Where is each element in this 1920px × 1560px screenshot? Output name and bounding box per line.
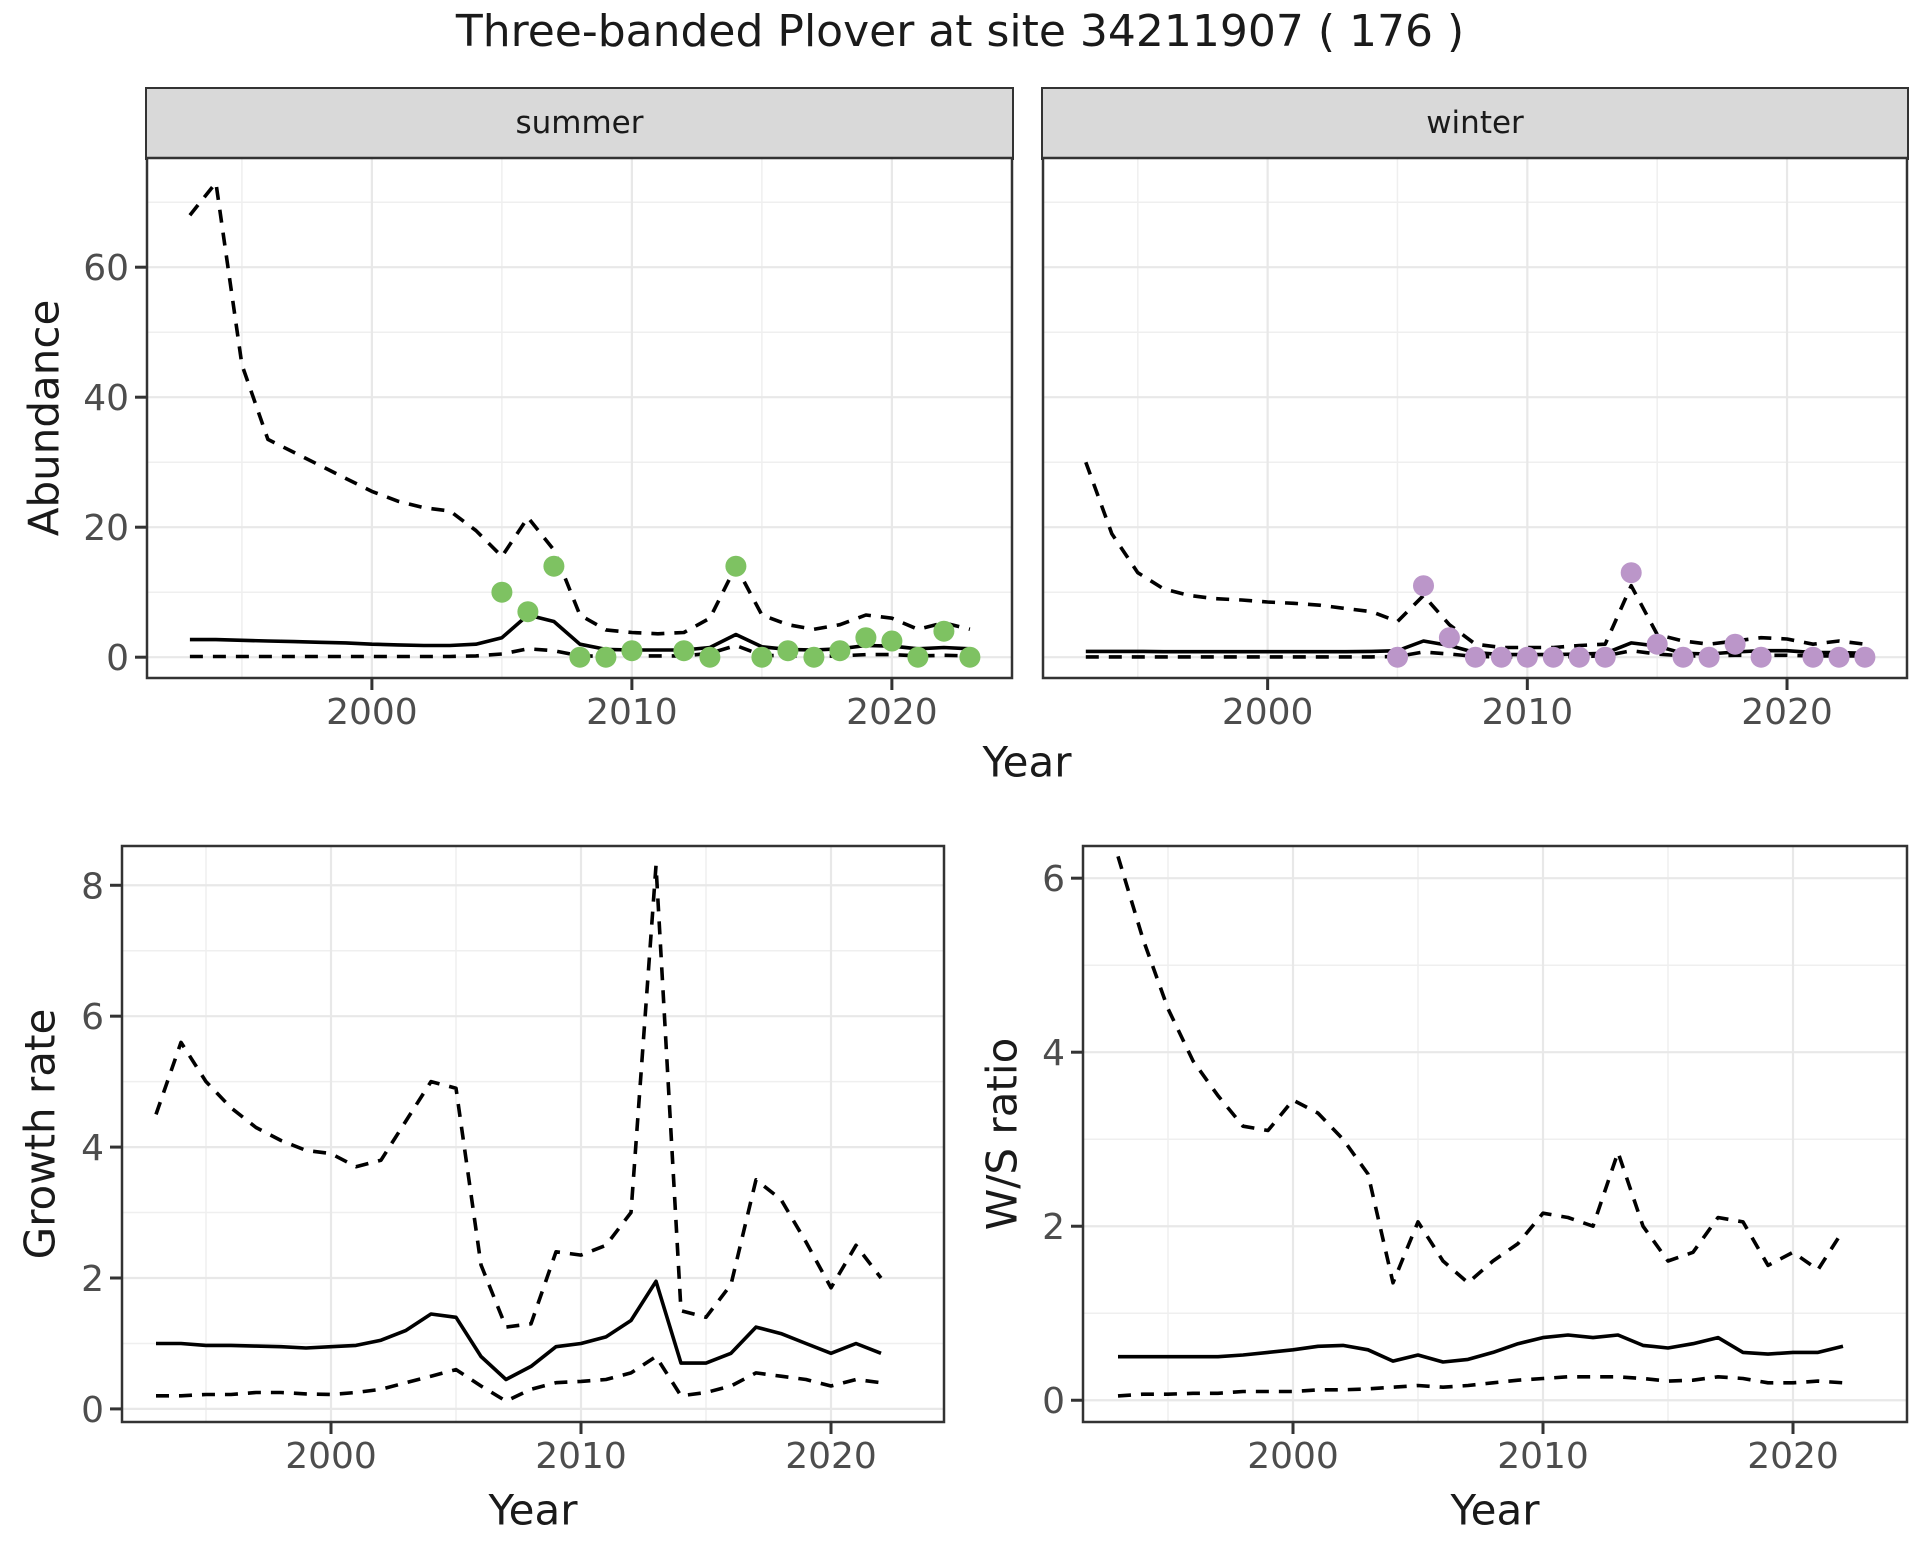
y-tick-label: 6 — [81, 997, 104, 1038]
data-point — [803, 646, 825, 668]
x-tick-label: 2000 — [1247, 1436, 1339, 1477]
lower-ci-line — [156, 1354, 882, 1403]
data-point — [1568, 646, 1590, 668]
data-point — [543, 555, 565, 577]
x-tick-label: 2010 — [1482, 692, 1574, 733]
data-point — [1594, 646, 1616, 668]
y-tick-label: 0 — [106, 638, 129, 679]
data-point — [1698, 646, 1720, 668]
abundance-axis-title: Abundance — [19, 299, 69, 537]
facet-strip-winter: winter — [1041, 87, 1909, 160]
data-point — [1828, 646, 1850, 668]
x-tick-label: 2020 — [785, 1436, 877, 1477]
data-point — [699, 646, 721, 668]
panel-background — [122, 846, 944, 1422]
data-point — [1672, 646, 1694, 668]
data-point — [1387, 646, 1408, 668]
x-tick-label: 2020 — [1741, 692, 1833, 733]
data-point — [829, 640, 851, 662]
median-line — [1118, 1333, 1844, 1364]
data-point — [881, 630, 903, 652]
panel-growth-rate: 2000 2010 2020 0 2 4 6 8 — [81, 844, 946, 1477]
y-tick-label: 8 — [81, 866, 104, 907]
x-tick-label: 2000 — [1222, 692, 1314, 733]
lower-ci-line — [1085, 648, 1865, 659]
y-tick-label: 20 — [83, 508, 129, 549]
panel-abundance-winter: 2000 2010 2020 — [1041, 156, 1909, 733]
data-point — [855, 627, 877, 649]
y-tick-label: 2 — [81, 1259, 104, 1300]
data-point — [595, 646, 617, 668]
y-tick-label: 4 — [81, 1128, 104, 1169]
panel-border — [1041, 156, 1909, 680]
panel-background — [1043, 158, 1907, 678]
data-point — [621, 640, 643, 662]
x-tick-label: 2000 — [326, 692, 418, 733]
data-point — [959, 646, 981, 668]
data-point — [933, 620, 955, 642]
facet-strip-winter-label: winter — [1426, 105, 1524, 141]
data-point — [673, 640, 695, 662]
growth-rate-axis-title: Growth rate — [15, 1008, 65, 1260]
x-tick-label: 2010 — [586, 692, 678, 733]
y-tick-label: 6 — [1042, 859, 1065, 900]
data-point — [907, 646, 929, 668]
y-tick-label: 40 — [83, 378, 129, 419]
data-point — [1516, 646, 1538, 668]
x-tick-label: 2020 — [1747, 1436, 1839, 1477]
data-point — [1750, 646, 1772, 668]
upper-ci-line — [1116, 855, 1845, 1285]
panel-background — [1083, 846, 1907, 1422]
y-tick-label: 60 — [83, 248, 129, 289]
y-tick-label: 0 — [1042, 1381, 1065, 1422]
data-point — [777, 640, 799, 662]
facet-strip-summer-label: summer — [515, 105, 644, 141]
data-point — [1542, 646, 1564, 668]
data-point — [1724, 633, 1746, 655]
x-tick-label: 2010 — [1497, 1436, 1589, 1477]
facet-strip-summer: summer — [145, 87, 1014, 160]
data-point — [751, 646, 773, 668]
panel-abundance-summer: 2000 2010 2020 0 20 40 60 — [83, 156, 1014, 733]
ws-ratio-x-axis-title: Year — [1450, 1485, 1540, 1535]
data-point — [491, 581, 513, 603]
panel-border — [1081, 844, 1909, 1424]
y-tick-label: 0 — [81, 1390, 104, 1431]
panel-background — [147, 158, 1012, 678]
growth-rate-x-axis-title: Year — [488, 1485, 578, 1535]
x-tick-label: 2000 — [285, 1436, 377, 1477]
x-tick-label: 2010 — [535, 1436, 627, 1477]
data-point — [1490, 646, 1512, 668]
ws-ratio-axis-title: W/S ratio — [977, 1037, 1027, 1231]
y-tick-label: 4 — [1042, 1033, 1065, 1074]
lower-ci-line — [1117, 1375, 1844, 1398]
data-point — [725, 555, 747, 577]
upper-ci-line — [188, 180, 971, 636]
y-tick-label: 2 — [1042, 1207, 1065, 1248]
data-point — [517, 601, 539, 623]
data-point — [1438, 627, 1460, 649]
upper-ci-line — [154, 863, 883, 1329]
data-point — [1464, 646, 1486, 668]
data-point — [1413, 575, 1434, 597]
panel-border — [120, 844, 946, 1424]
data-point — [1620, 562, 1642, 584]
panel-ws-ratio: 2000 2010 2020 0 2 4 6 — [1042, 844, 1909, 1477]
figure-title: Three-banded Plover at site 34211907 ( 1… — [455, 6, 1465, 57]
panel-border — [145, 156, 1014, 680]
data-point — [569, 646, 591, 668]
data-point — [1646, 633, 1668, 655]
median-line — [156, 1279, 882, 1382]
data-point — [1854, 646, 1876, 668]
top-x-axis-title: Year — [982, 737, 1072, 787]
x-tick-label: 2020 — [846, 692, 938, 733]
data-point — [1802, 646, 1824, 668]
